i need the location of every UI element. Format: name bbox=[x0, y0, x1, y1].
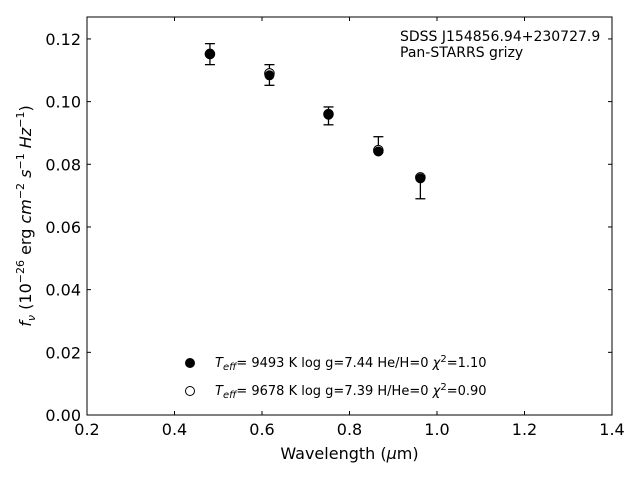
y-tick-label: 0.08 bbox=[45, 155, 81, 174]
x-tick-label: 0.8 bbox=[337, 420, 362, 439]
y-tick-label: 0.02 bbox=[45, 343, 81, 362]
x-tick-label: 1.2 bbox=[512, 420, 537, 439]
y-tick-label: 0.06 bbox=[45, 218, 81, 237]
x-tick-label: 0.4 bbox=[162, 420, 187, 439]
legend: Teff= 9493 K log g=7.44 He/H=0 χ2=1.10 T… bbox=[185, 354, 487, 401]
annotation-line-1: SDSS J154856.94+230727.9 bbox=[400, 29, 600, 45]
data-point-filled bbox=[264, 70, 275, 81]
legend-marker-filled bbox=[185, 358, 195, 368]
data-point-filled bbox=[373, 146, 384, 157]
y-tick-label: 0.12 bbox=[45, 30, 81, 49]
x-tick-label: 0.2 bbox=[74, 420, 99, 439]
x-tick-label: 1.4 bbox=[599, 420, 624, 439]
error-bars bbox=[204, 42, 426, 200]
annotation-line-2: Pan-STARRS grizy bbox=[400, 45, 523, 61]
y-tick-label: 0.10 bbox=[45, 93, 81, 112]
x-tick-label: 0.6 bbox=[249, 420, 274, 439]
legend-entry-2: Teff= 9678 K log g=7.39 H/He=0 χ2=0.90 bbox=[215, 382, 487, 401]
legend-entry-1: Teff= 9493 K log g=7.44 He/H=0 χ2=1.10 bbox=[215, 354, 487, 373]
y-tick-label: 0.04 bbox=[45, 281, 81, 300]
x-tick-label: 1.0 bbox=[424, 420, 449, 439]
legend-marker-open bbox=[185, 386, 195, 396]
data-point-filled bbox=[204, 48, 215, 59]
x-axis-title: Wavelength (μm) bbox=[280, 444, 418, 463]
data-points bbox=[204, 48, 426, 184]
data-point-filled bbox=[323, 109, 334, 120]
data-point-filled bbox=[415, 173, 426, 184]
y-axis-ticks: 0.00 0.02 0.04 0.06 0.08 0.10 0.12 bbox=[45, 30, 612, 425]
y-axis-title: fν (10−26 erg cm−2 s−1 Hz−1) bbox=[14, 105, 38, 326]
x-axis-ticks: 0.2 0.4 0.6 0.8 1.0 1.2 1.4 bbox=[74, 17, 625, 439]
y-tick-label: 0.00 bbox=[45, 406, 81, 425]
